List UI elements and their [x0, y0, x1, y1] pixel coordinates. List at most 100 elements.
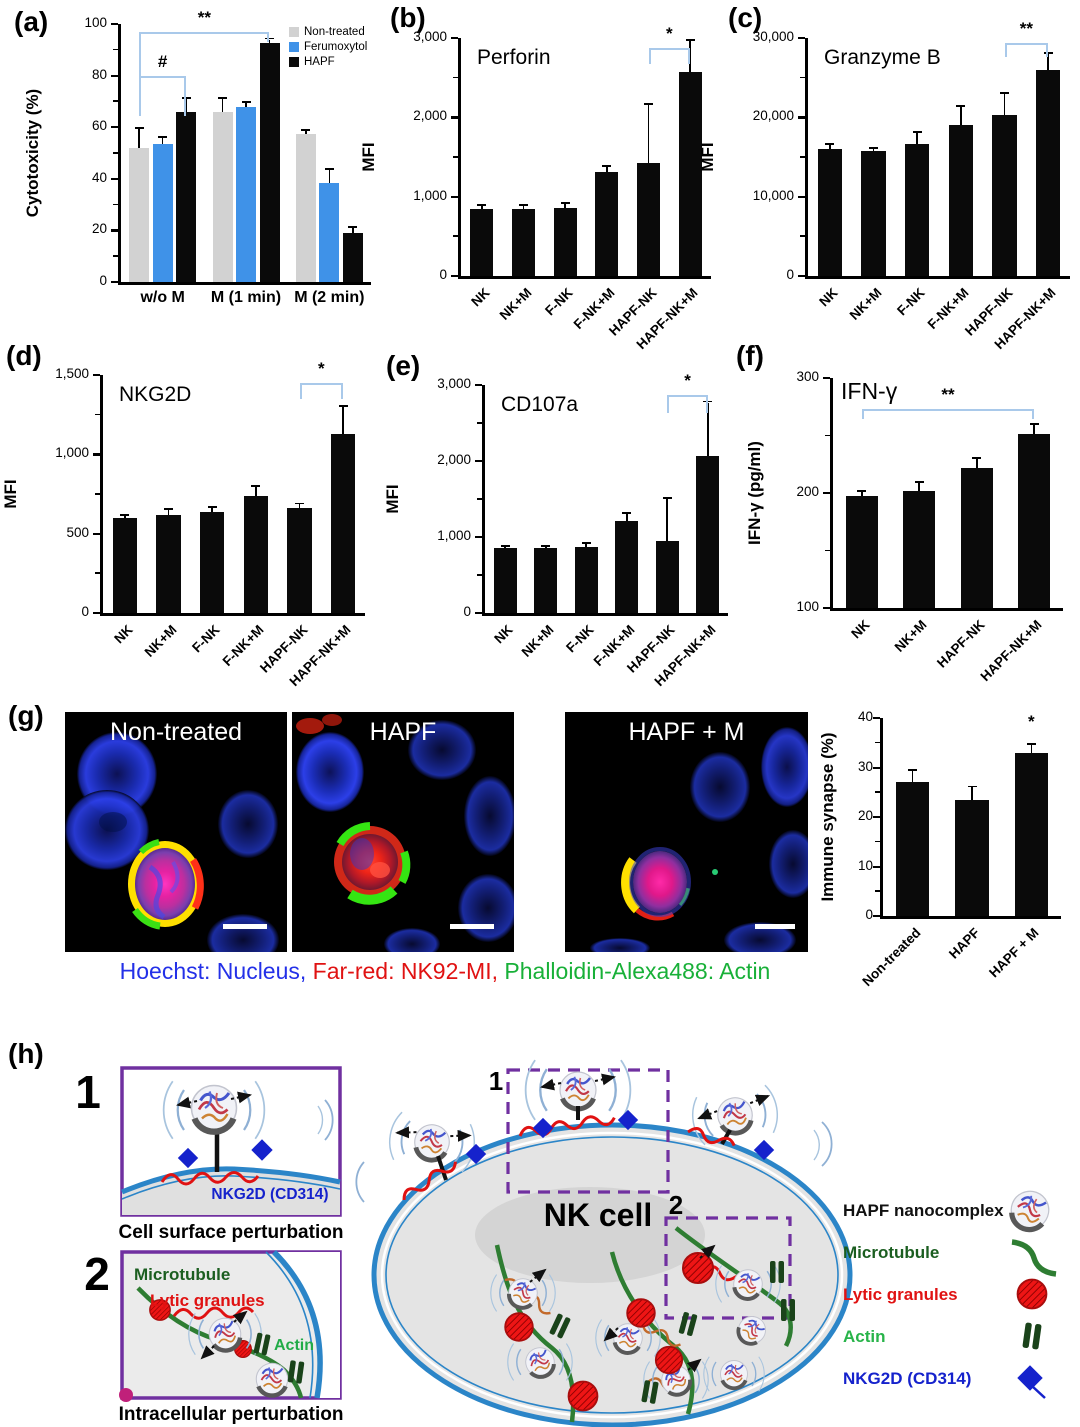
nkg2d-squiggle — [160, 1171, 260, 1186]
error-bar — [161, 137, 164, 144]
y-axis-tick — [873, 915, 880, 918]
micro-image-title: Non-treated — [109, 718, 243, 746]
error-bar-cap — [685, 39, 695, 42]
significance-bracket-leg — [139, 31, 142, 76]
y-axis-title: Cytotoxicity (%) — [23, 88, 42, 218]
y-axis-tick — [873, 717, 880, 720]
error-bar — [305, 131, 307, 134]
error-bar-cap — [560, 202, 570, 204]
caption-phalloidin: Phalloidin-Alexa488: Actin — [504, 958, 771, 984]
y-axis-title: Immune synapse (%) — [818, 732, 837, 902]
legend-swatch — [289, 26, 299, 37]
error-bar-cap — [181, 97, 191, 99]
error-bar-cap — [972, 456, 982, 459]
error-bar-cap — [914, 480, 924, 483]
error-bar-cap — [477, 204, 487, 207]
error-bar — [342, 406, 344, 434]
bar — [615, 521, 639, 613]
y-axis-tick-label: 30 — [857, 758, 873, 774]
y-axis-tick-label: 2,000 — [437, 452, 471, 467]
error-bar-cap — [581, 542, 591, 544]
zoom1-number: 1 — [489, 1066, 503, 1096]
chart-title: CD107a — [501, 393, 579, 416]
y-axis-tick-label: 1,000 — [437, 528, 471, 543]
error-bar — [647, 104, 650, 163]
lytic-granule-icon — [504, 1312, 534, 1342]
bar — [176, 111, 197, 282]
significance-bracket-leg — [687, 47, 691, 64]
y-axis-tick — [111, 229, 118, 232]
bar — [992, 114, 1017, 276]
nucleus-blob — [690, 752, 750, 822]
bar — [861, 151, 886, 276]
nanocomplex-icon — [1006, 1186, 1054, 1235]
lytic-granules-label: Lytic granules — [150, 1291, 265, 1310]
y-axis-tick — [475, 612, 482, 615]
confocal-image — [65, 712, 287, 952]
y-axis-minor-tick — [875, 791, 880, 793]
panel-g-chart: 0 10 20 30 40 Immune synapse (%) Non-treated HA… — [818, 709, 1061, 989]
panel-g-label: (g) — [8, 700, 44, 731]
nkg2d-label: NKG2D (CD314) — [211, 1186, 328, 1203]
error-bar — [298, 504, 301, 508]
error-bar-cap — [519, 204, 528, 207]
significance-label: ** — [1019, 18, 1033, 38]
error-bar — [124, 516, 126, 518]
bar — [636, 162, 661, 276]
micro-image-hapf: HAPF — [292, 712, 514, 952]
nanocomplex-icon — [718, 1358, 750, 1391]
bar — [948, 125, 974, 276]
error-bar-cap — [164, 508, 173, 510]
y-axis-tick — [798, 37, 805, 40]
significance-bracket-leg — [705, 394, 708, 413]
micro-image-non-treated: Non-treated — [65, 712, 287, 952]
y-axis-tick — [111, 126, 118, 129]
nucleus-blob — [296, 732, 364, 812]
legend-row: Ferumoxytol — [289, 39, 367, 54]
error-bar — [872, 149, 875, 152]
y-axis-tick-label: 40 — [91, 169, 107, 185]
zoom2-number: 2 — [669, 1190, 683, 1220]
y-axis-tick — [873, 766, 880, 769]
y-axis-tick-label: 1,500 — [55, 366, 89, 381]
diagram-legend: HAPF nanocomplex Microtubule Lytic granu… — [843, 1186, 1056, 1399]
significance-bracket-leg — [139, 75, 142, 116]
micro-image-title: HAPF — [369, 718, 437, 746]
bar — [1035, 69, 1061, 276]
significance-label: # — [157, 51, 168, 71]
significance-bracket — [1004, 42, 1049, 45]
error-bar — [481, 206, 483, 209]
y-axis-title: MFI — [698, 142, 717, 172]
y-axis-tick-label: 40 — [857, 709, 873, 724]
legend-microtubule-label: Microtubule — [843, 1243, 939, 1262]
error-bar-cap — [295, 502, 304, 505]
actin-label: Actin — [274, 1337, 314, 1354]
bar — [295, 133, 316, 282]
y-axis-tick — [823, 377, 830, 380]
error-bar — [625, 514, 628, 522]
bar — [212, 111, 233, 282]
y-axis-tick — [451, 275, 458, 278]
significance-bracket-leg — [648, 47, 651, 64]
bar — [955, 799, 989, 916]
bar — [696, 455, 720, 613]
chart-title: NKG2D — [119, 383, 192, 406]
y-axis-tick — [823, 492, 830, 495]
error-bar — [185, 98, 187, 112]
significance-bracket-leg — [1032, 409, 1035, 420]
inset-intracellular: Microtubule Lytic granules Actin — [119, 1250, 342, 1402]
y-axis-tick-label: 0 — [786, 267, 794, 282]
error-bar-cap — [158, 135, 168, 138]
y-axis-tick-label: 60 — [91, 118, 107, 134]
error-bar — [960, 107, 962, 126]
y-axis-minor-tick — [825, 434, 830, 436]
lytic-granule-icon — [1016, 1278, 1048, 1310]
nk-cell-title: NK cell — [544, 1197, 652, 1233]
error-bar-cap — [912, 131, 922, 134]
zoom-box-2 — [664, 1216, 792, 1320]
significance-bracket-leg — [267, 31, 270, 42]
y-axis-minor-tick — [113, 100, 118, 102]
inset1-caption: Cell surface perturbation — [119, 1222, 344, 1243]
lytic-granule-icon — [626, 1298, 656, 1328]
panel-d-chart: 0 500 1,000 1,500 MFI NKG2D NK NK+M F-NK F-NK+M HA… — [1, 359, 365, 689]
